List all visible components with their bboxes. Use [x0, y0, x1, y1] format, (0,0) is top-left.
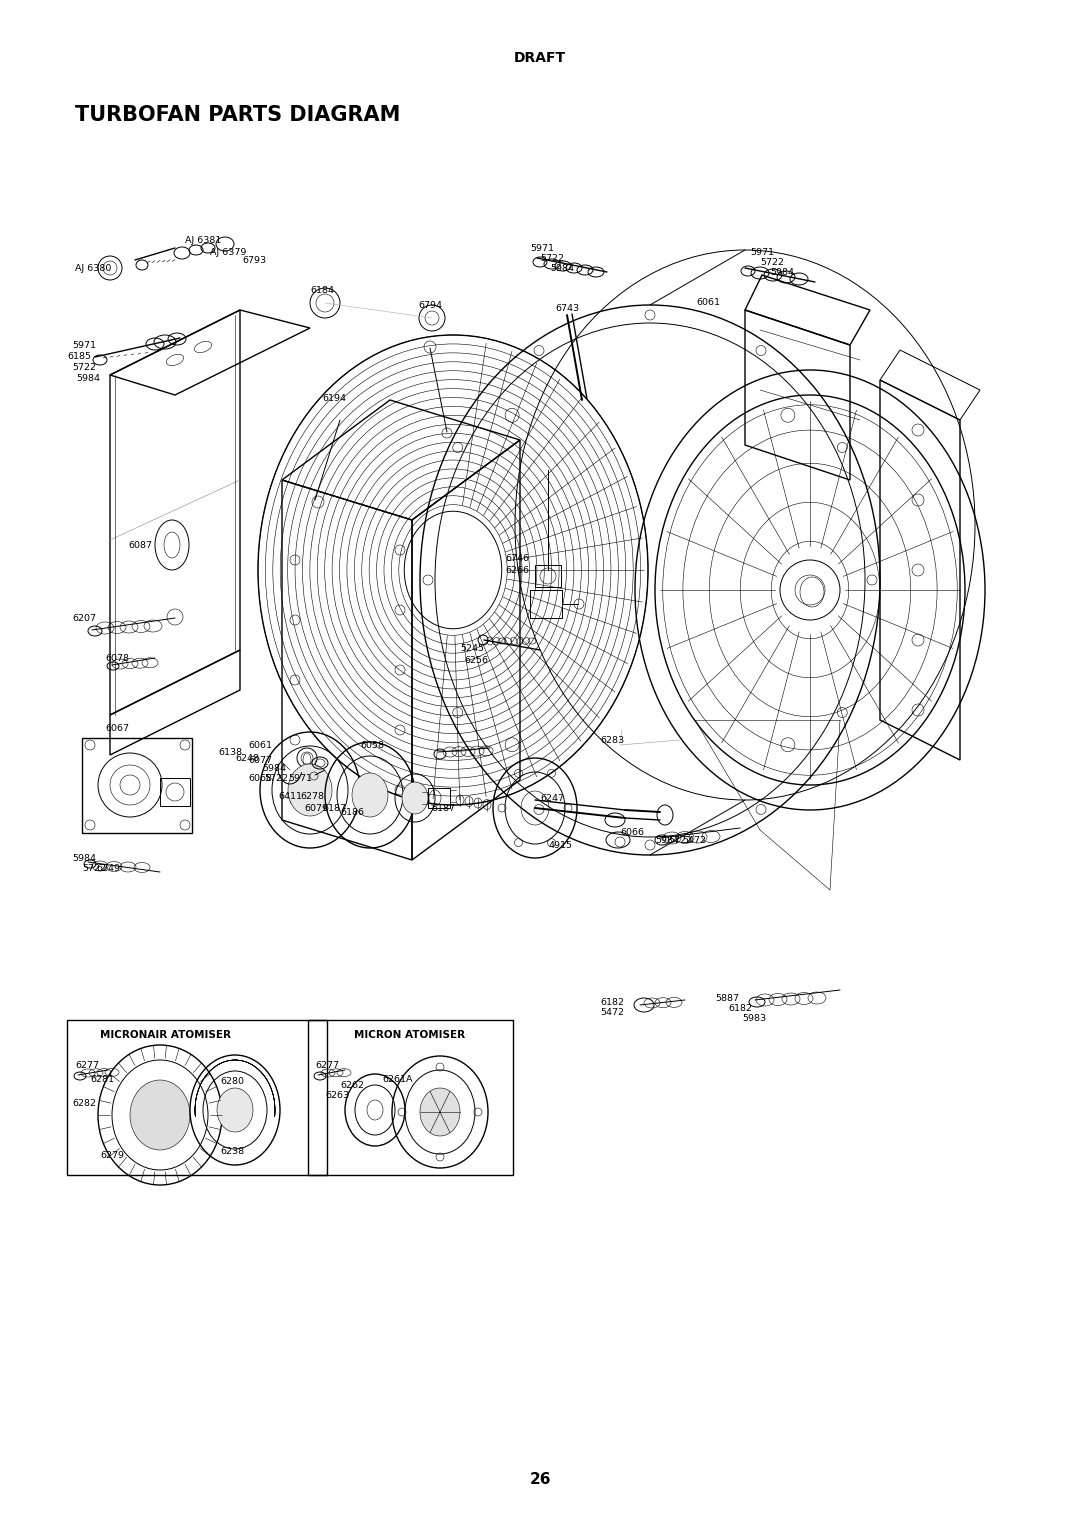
Text: 6278: 6278	[300, 792, 324, 801]
Text: 5722: 5722	[72, 362, 96, 371]
Ellipse shape	[288, 764, 332, 816]
Text: DRAFT: DRAFT	[514, 50, 566, 66]
Bar	[67, 1021, 327, 1175]
Text: 6794: 6794	[418, 301, 442, 310]
Text: AJ 6381: AJ 6381	[185, 235, 221, 244]
Text: 5984: 5984	[770, 267, 794, 277]
Bar	[428, 788, 450, 808]
Text: 6238: 6238	[220, 1148, 244, 1157]
Ellipse shape	[402, 782, 428, 814]
Bar	[535, 565, 561, 587]
Text: 6411: 6411	[278, 792, 302, 801]
Text: 5971: 5971	[288, 773, 312, 782]
Text: TURBOFAN PARTS DIAGRAM: TURBOFAN PARTS DIAGRAM	[75, 105, 401, 125]
Text: 26: 26	[529, 1473, 551, 1487]
Text: 6256: 6256	[464, 656, 488, 665]
Text: 5971: 5971	[72, 341, 96, 350]
Text: 6185: 6185	[67, 351, 91, 361]
Text: 4915: 4915	[548, 840, 572, 850]
Text: AJ 6379: AJ 6379	[210, 248, 246, 257]
Text: 5472: 5472	[681, 836, 706, 845]
Text: 6194: 6194	[322, 394, 346, 402]
Text: 5983: 5983	[742, 1013, 766, 1022]
Ellipse shape	[217, 1088, 253, 1132]
Text: 6067: 6067	[105, 723, 129, 732]
Ellipse shape	[420, 1088, 460, 1135]
Text: 6263: 6263	[325, 1091, 349, 1100]
Text: 6282: 6282	[72, 1099, 96, 1108]
Text: 6187: 6187	[322, 804, 346, 813]
Text: 6078: 6078	[105, 654, 129, 663]
Text: 5245: 5245	[460, 643, 484, 652]
Text: 6266: 6266	[505, 565, 529, 575]
Text: 6279: 6279	[100, 1151, 124, 1160]
Text: MICRON ATOMISER: MICRON ATOMISER	[354, 1030, 465, 1041]
Text: 5984: 5984	[262, 764, 286, 773]
Text: 5887: 5887	[715, 993, 739, 1002]
Text: 6186: 6186	[340, 807, 364, 816]
Text: 5722: 5722	[264, 773, 288, 782]
Text: 6138: 6138	[218, 747, 242, 756]
Bar	[160, 778, 190, 805]
Text: 6066: 6066	[620, 828, 644, 836]
Text: 6182: 6182	[728, 1004, 752, 1013]
Text: 6743: 6743	[555, 304, 579, 313]
Text: 5984: 5984	[76, 373, 100, 382]
Text: 6283: 6283	[600, 735, 624, 744]
Ellipse shape	[404, 512, 502, 628]
Text: 6077: 6077	[248, 755, 272, 764]
Text: 6061: 6061	[248, 741, 272, 750]
Text: 5722: 5722	[669, 836, 692, 845]
Text: 6184: 6184	[310, 286, 334, 295]
Text: 5984: 5984	[72, 854, 96, 862]
Text: 5971: 5971	[530, 243, 554, 252]
Text: 6261A: 6261A	[382, 1076, 413, 1085]
Text: 6061: 6061	[696, 298, 720, 307]
Text: 6207: 6207	[72, 614, 96, 622]
Text: 6277: 6277	[315, 1060, 339, 1070]
Text: 6079: 6079	[303, 804, 328, 813]
Text: 5722: 5722	[82, 863, 106, 872]
Bar	[308, 1021, 513, 1175]
Text: 5722: 5722	[540, 254, 564, 263]
Text: 6187: 6187	[431, 804, 455, 813]
Text: 5722: 5722	[760, 258, 784, 266]
Text: MICRONAIR ATOMISER: MICRONAIR ATOMISER	[99, 1030, 230, 1041]
Bar	[82, 738, 192, 833]
Text: 6182: 6182	[600, 998, 624, 1007]
Text: 5984: 5984	[550, 263, 573, 272]
Text: 6248: 6248	[235, 753, 259, 762]
Text: 6262: 6262	[340, 1080, 364, 1089]
Text: AJ 6380: AJ 6380	[75, 263, 111, 272]
Text: 6249: 6249	[96, 863, 120, 872]
Text: 5984: 5984	[654, 836, 679, 845]
Ellipse shape	[130, 1080, 190, 1151]
Text: 6746: 6746	[505, 553, 529, 562]
Text: 6087: 6087	[129, 541, 152, 550]
Circle shape	[780, 559, 840, 620]
Bar	[530, 590, 562, 617]
Text: 6058: 6058	[360, 741, 384, 750]
Ellipse shape	[352, 773, 388, 817]
Text: 6247: 6247	[540, 793, 564, 802]
Text: 6281: 6281	[90, 1076, 114, 1085]
Text: 6793: 6793	[242, 255, 266, 264]
Text: 6277: 6277	[75, 1060, 99, 1070]
Text: 6068: 6068	[248, 773, 272, 782]
Text: 5971: 5971	[750, 248, 774, 257]
Text: 5472: 5472	[600, 1007, 624, 1016]
Text: 6280: 6280	[220, 1077, 244, 1086]
